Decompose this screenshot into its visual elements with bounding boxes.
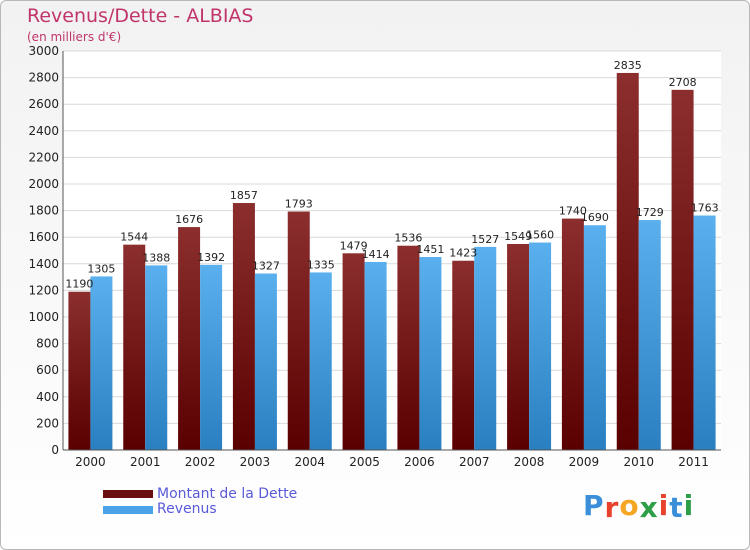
- x-tick-label: 2003: [240, 455, 271, 469]
- bar-debt: [561, 218, 584, 450]
- data-label-revenus: 1305: [87, 262, 115, 275]
- bar-revenus: [474, 246, 497, 450]
- legend-label-revenus: Revenus: [157, 501, 217, 517]
- logo-letter: x: [639, 491, 659, 524]
- data-label-debt: 1793: [285, 198, 313, 211]
- chart-title: Revenus/Dette - ALBIAS: [27, 5, 254, 27]
- data-label-revenus: 1327: [252, 260, 280, 273]
- bar-revenus: [90, 276, 113, 450]
- bar-revenus: [364, 261, 387, 450]
- data-label-debt: 1549: [504, 230, 532, 243]
- x-tick-label: 2002: [185, 455, 216, 469]
- bar-debt: [342, 253, 365, 450]
- y-tick-label: 600: [36, 363, 59, 377]
- proxiti-logo: Proxiti: [583, 489, 695, 524]
- data-label-debt: 2835: [614, 59, 642, 72]
- legend-swatch-debt: [103, 490, 153, 498]
- x-tick-label: 2010: [623, 455, 654, 469]
- data-label-debt: 1676: [175, 213, 203, 226]
- y-tick-label: 0: [51, 443, 59, 457]
- data-label-debt: 1423: [449, 247, 477, 260]
- logo-letter: i: [683, 489, 695, 522]
- x-tick-label: 2008: [514, 455, 545, 469]
- bar-debt: [671, 89, 694, 450]
- bar-debt: [68, 291, 91, 450]
- y-tick-label: 1600: [28, 230, 59, 244]
- bar-debt: [287, 211, 310, 450]
- y-tick-label: 1200: [28, 283, 59, 297]
- bar-revenus: [583, 225, 606, 450]
- bar-revenus: [145, 265, 168, 450]
- data-label-revenus: 1690: [581, 211, 609, 224]
- y-tick-label: 1000: [28, 310, 59, 324]
- data-label-revenus: 1763: [691, 202, 719, 215]
- y-tick-label: 1400: [28, 257, 59, 271]
- logo-letter: o: [619, 489, 640, 522]
- bar-debt: [507, 243, 530, 450]
- legend-swatch-revenus: [103, 506, 153, 514]
- logo-letter: P: [583, 489, 605, 522]
- bar-revenus: [309, 272, 332, 450]
- bar-revenus: [419, 257, 442, 450]
- y-tick-label: 200: [36, 416, 59, 430]
- bar-debt: [123, 244, 146, 450]
- bar-debt: [397, 245, 420, 450]
- bar-revenus: [254, 273, 277, 450]
- bar-revenus: [200, 264, 223, 450]
- bar-revenus: [638, 220, 661, 450]
- data-label-revenus: 1527: [471, 233, 499, 246]
- bar-debt: [452, 260, 475, 450]
- legend-label-debt: Montant de la Dette: [157, 486, 298, 502]
- x-tick-label: 2009: [569, 455, 600, 469]
- bar-revenus: [693, 215, 716, 450]
- y-tick-label: 400: [36, 390, 59, 404]
- data-label-debt: 1479: [340, 239, 368, 252]
- data-label-debt: 1544: [120, 231, 148, 244]
- y-tick-label: 800: [36, 337, 59, 351]
- x-tick-label: 2000: [75, 455, 106, 469]
- plot-area: [63, 51, 721, 450]
- data-label-debt: 2708: [669, 76, 697, 89]
- x-tick-label: 2004: [294, 455, 325, 469]
- x-tick-label: 2006: [404, 455, 435, 469]
- x-tick-label: 2011: [678, 455, 709, 469]
- data-label-revenus: 1335: [307, 258, 335, 271]
- data-label-revenus: 1392: [197, 251, 225, 264]
- y-tick-label: 2400: [28, 124, 59, 138]
- data-label-debt: 1740: [559, 205, 587, 218]
- x-tick-label: 2005: [349, 455, 380, 469]
- y-tick-label: 1800: [28, 204, 59, 218]
- data-label-revenus: 1451: [416, 243, 444, 256]
- x-tick-label: 2007: [459, 455, 490, 469]
- bar-revenus: [529, 242, 552, 450]
- chart-subtitle: (en milliers d'€): [27, 30, 122, 44]
- y-tick-label: 2800: [28, 71, 59, 85]
- data-label-revenus: 1560: [526, 229, 554, 242]
- bar-debt: [178, 227, 201, 450]
- data-label-debt: 1536: [394, 232, 422, 245]
- logo-letter: r: [604, 491, 620, 524]
- y-tick-label: 3000: [28, 44, 59, 58]
- y-tick-label: 2200: [28, 150, 59, 164]
- data-label-revenus: 1414: [362, 248, 390, 261]
- data-label-revenus: 1388: [142, 251, 170, 264]
- data-label-revenus: 1729: [636, 206, 664, 219]
- bar-debt: [616, 72, 639, 450]
- logo-letter: i: [658, 489, 670, 522]
- y-tick-label: 2000: [28, 177, 59, 191]
- y-tick-label: 2600: [28, 97, 59, 111]
- logo-letter: t: [669, 491, 684, 524]
- data-label-debt: 1190: [65, 278, 93, 291]
- data-label-debt: 1857: [230, 189, 258, 202]
- bar-debt: [232, 203, 255, 450]
- x-tick-label: 2001: [130, 455, 161, 469]
